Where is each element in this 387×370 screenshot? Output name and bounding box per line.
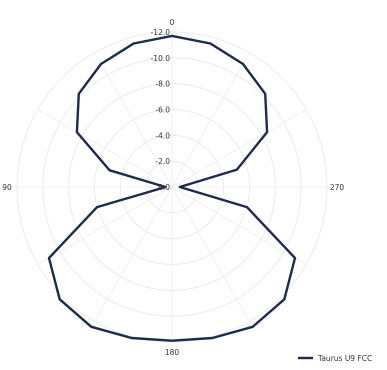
angular-tick-label: 0 (170, 18, 175, 27)
radial-tick-labels: 0.0 -2.0 -4.0 -6.0 -8.0 -10.0 -12.0 (151, 28, 171, 192)
legend: Taurus U9 FCC (298, 354, 372, 363)
radial-tick-label: -6.0 (155, 106, 170, 115)
grid-spoke (171, 109, 307, 188)
grid-spoke (37, 186, 173, 265)
grid-spoke (94, 186, 173, 322)
angular-tick-label: 270 (330, 183, 345, 192)
series-line (47, 34, 297, 342)
radial-tick-label: -10.0 (151, 54, 171, 63)
grid-spoke (37, 109, 173, 188)
grid-spoke (171, 186, 250, 322)
legend-label: Taurus U9 FCC (317, 354, 372, 363)
angular-grid (17, 32, 327, 342)
angular-tick-label: 90 (2, 183, 12, 192)
grid-spoke (171, 186, 307, 265)
angular-tick-label: 180 (165, 348, 180, 357)
series-layer (47, 34, 297, 342)
radial-tick-label: -4.0 (155, 131, 170, 140)
radial-tick-label: 0.0 (158, 183, 170, 192)
angular-tick-labels: 0 90 180 270 (2, 18, 344, 357)
grid-spoke (94, 52, 173, 188)
radial-tick-label: -2.0 (155, 157, 170, 166)
grid-spoke (171, 52, 250, 188)
radial-tick-label: -8.0 (155, 80, 170, 89)
radial-tick-label: -12.0 (151, 28, 171, 37)
